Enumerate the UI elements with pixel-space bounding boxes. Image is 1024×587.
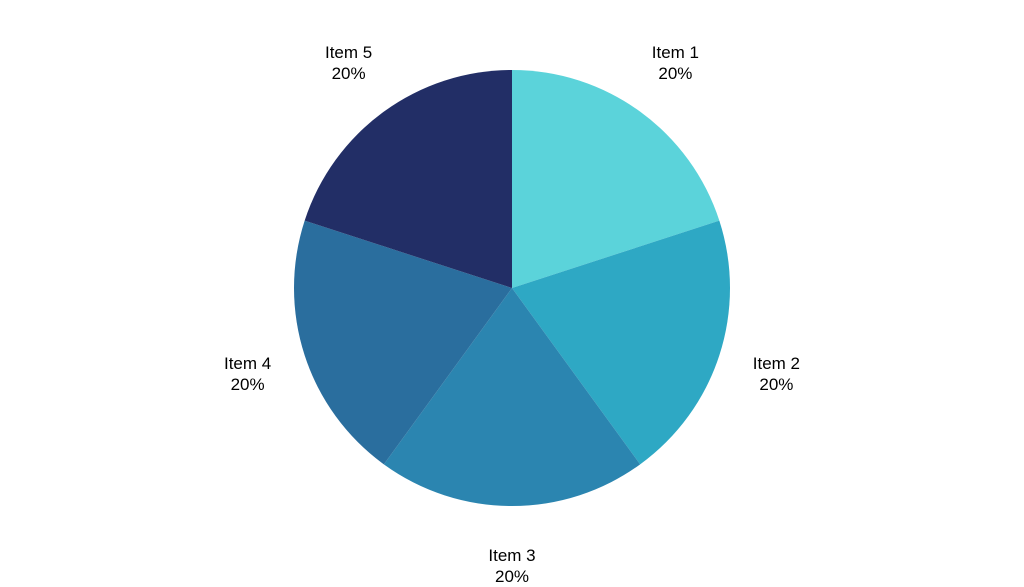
pie-slice-percent: 20% <box>224 374 271 395</box>
pie-slice-label-4: Item 420% <box>224 353 271 396</box>
pie-slice-percent: 20% <box>325 63 372 84</box>
pie-slice-label-3: Item 320% <box>488 545 535 587</box>
pie-slice-name: Item 4 <box>224 353 271 374</box>
pie-slice-name: Item 1 <box>652 42 699 63</box>
pie-slice-name: Item 2 <box>753 353 800 374</box>
pie-slice-label-1: Item 120% <box>652 42 699 85</box>
pie-chart-container: Item 120%Item 220%Item 320%Item 420%Item… <box>0 0 1024 576</box>
pie-slice-name: Item 5 <box>325 42 372 63</box>
pie-slice-percent: 20% <box>753 374 800 395</box>
pie-slice-label-2: Item 220% <box>753 353 800 396</box>
pie-chart-svg <box>0 0 1024 576</box>
pie-slice-name: Item 3 <box>488 545 535 566</box>
pie-slice-percent: 20% <box>652 63 699 84</box>
pie-slice-percent: 20% <box>488 566 535 587</box>
pie-slice-label-5: Item 520% <box>325 42 372 85</box>
